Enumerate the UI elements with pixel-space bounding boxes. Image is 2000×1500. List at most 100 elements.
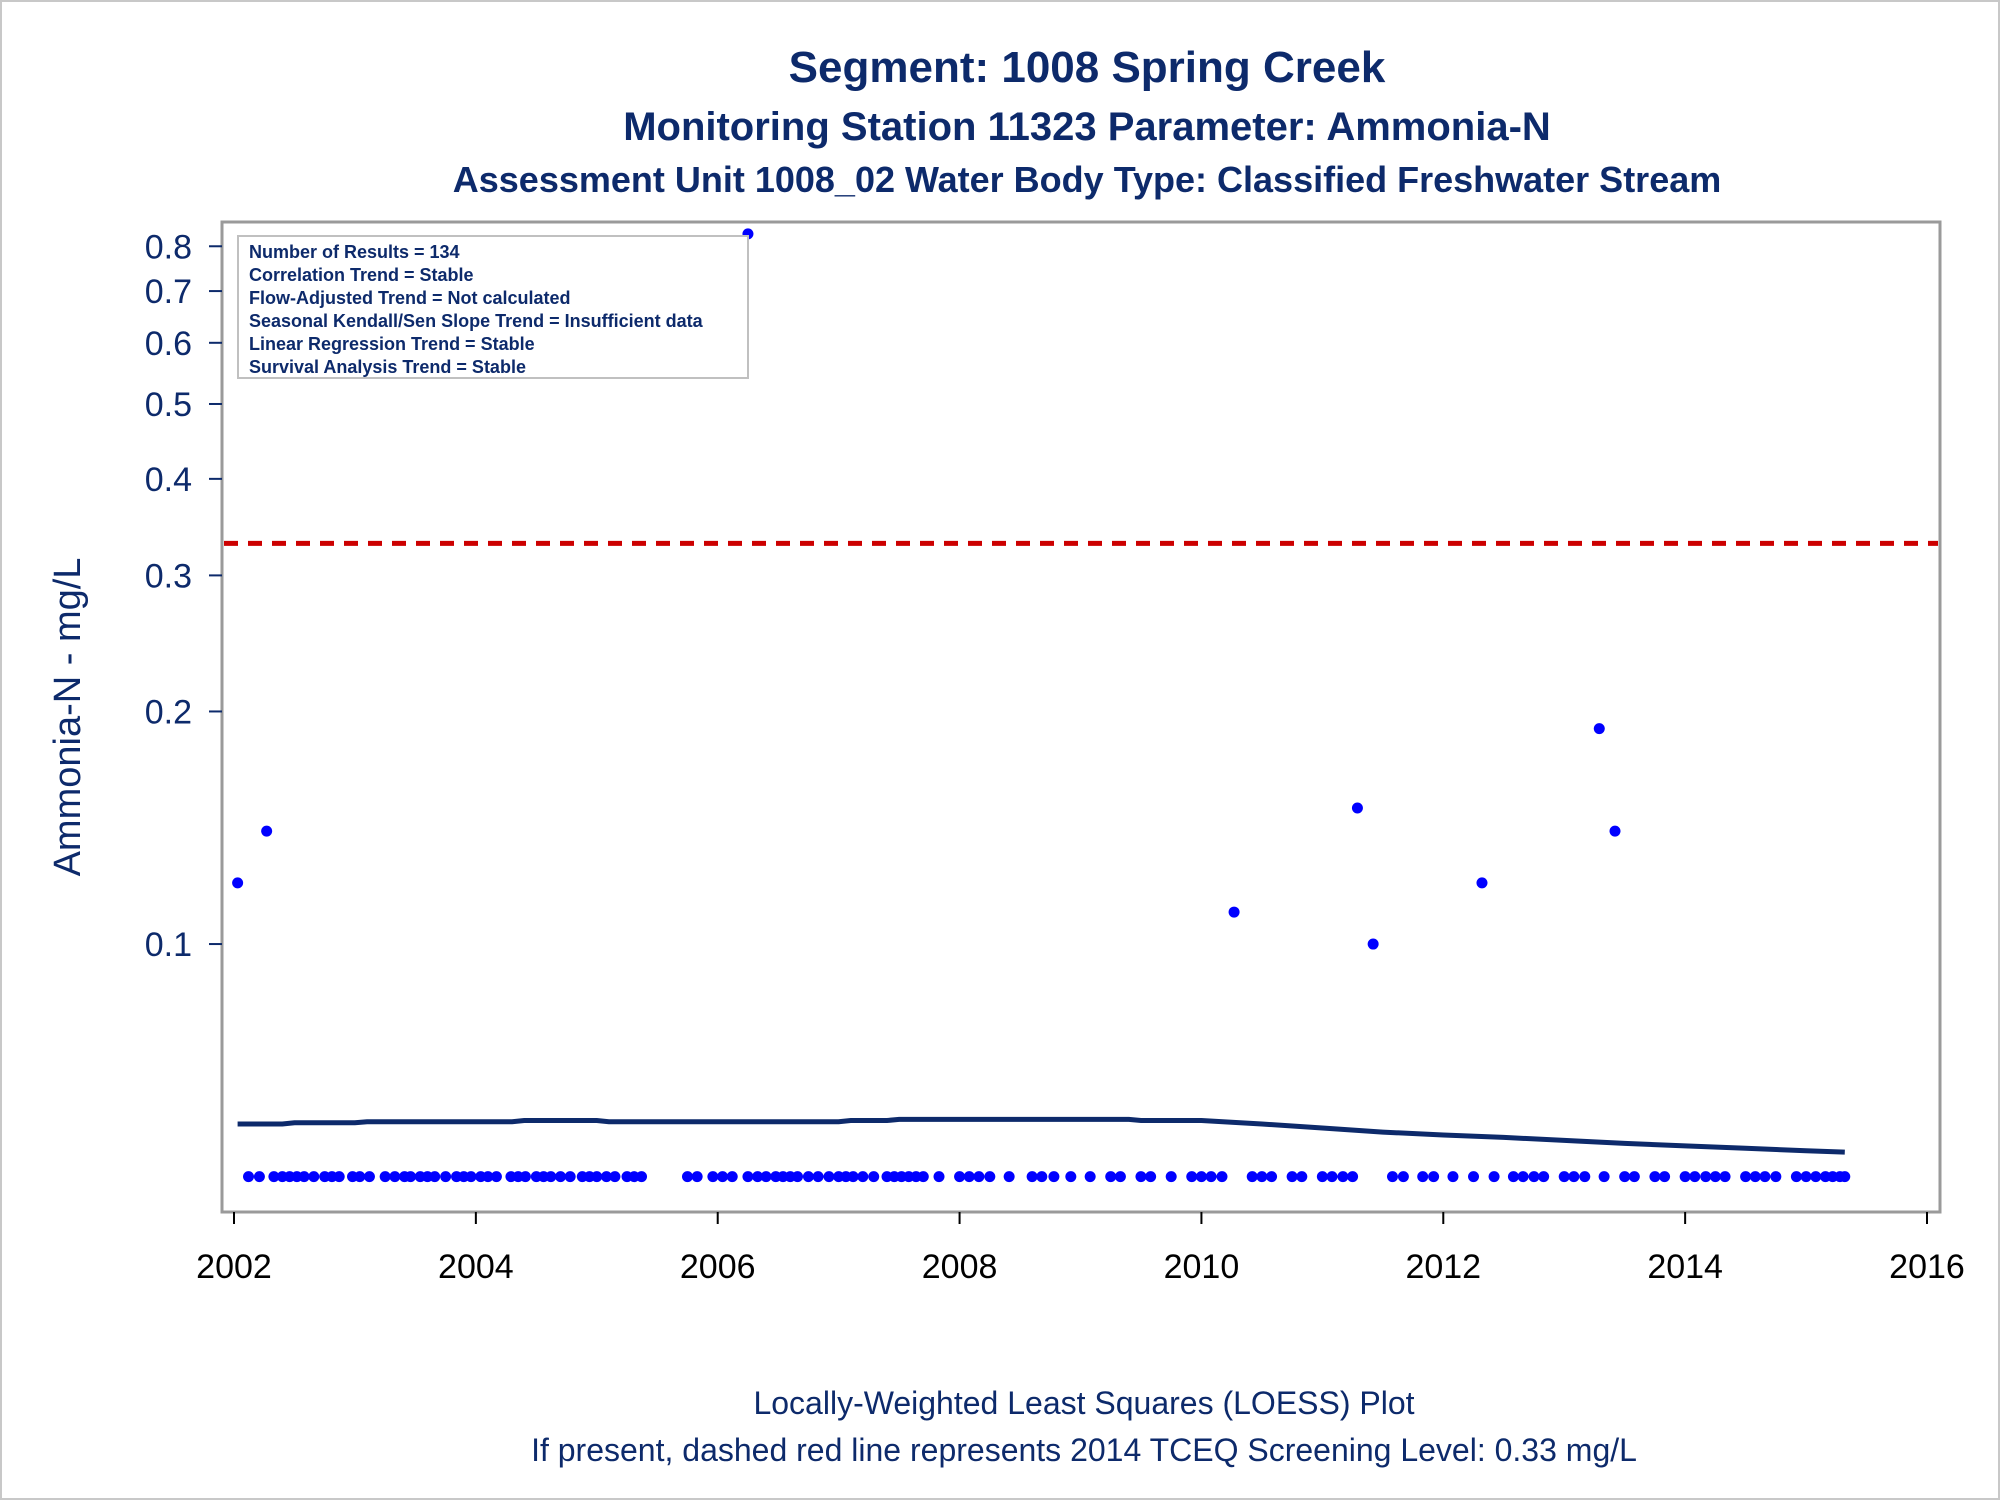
plot-area <box>220 220 1942 1214</box>
data-point <box>792 1171 804 1183</box>
data-point <box>707 1171 719 1183</box>
summary-line-correlation: Correlation Trend = Stable <box>249 265 474 285</box>
data-point <box>232 877 244 889</box>
data-point <box>298 1171 310 1183</box>
data-point <box>1538 1171 1550 1183</box>
data-point <box>752 1171 764 1183</box>
data-point <box>1709 1171 1721 1183</box>
data-point <box>1135 1171 1147 1183</box>
data-point <box>726 1171 738 1183</box>
data-point <box>954 1171 966 1183</box>
data-point <box>1517 1171 1529 1183</box>
data-point <box>389 1171 401 1183</box>
data-point <box>261 825 273 837</box>
summary-line-survival-analysis: Survival Analysis Trend = Stable <box>249 357 526 377</box>
data-point <box>1558 1171 1570 1183</box>
data-point <box>1790 1171 1802 1183</box>
data-point <box>823 1171 835 1183</box>
x-tick-label: 2014 <box>1647 1248 1723 1286</box>
data-point <box>1003 1171 1015 1183</box>
data-point <box>363 1171 375 1183</box>
data-point <box>1246 1171 1258 1183</box>
y-axis-label: Ammonia-N - mg/L <box>47 558 89 877</box>
data-point <box>440 1171 452 1183</box>
data-point <box>1216 1171 1228 1183</box>
data-point <box>600 1171 612 1183</box>
data-point <box>1105 1171 1117 1183</box>
data-point <box>963 1171 975 1183</box>
footnote-loess: Locally-Weighted Least Squares (LOESS) P… <box>753 1385 1414 1421</box>
data-point <box>405 1171 417 1183</box>
y-tick-label: 0.4 <box>145 461 192 499</box>
data-point <box>555 1171 567 1183</box>
data-point <box>333 1171 345 1183</box>
x-tick-label: 2008 <box>922 1248 998 1286</box>
summary-line-linear-regression: Linear Regression Trend = Stable <box>249 334 535 354</box>
data-point <box>1114 1171 1126 1183</box>
data-point <box>1296 1171 1308 1183</box>
data-point <box>1759 1171 1771 1183</box>
data-point <box>1286 1171 1298 1183</box>
data-point <box>482 1171 494 1183</box>
data-point <box>429 1171 441 1183</box>
data-point <box>1679 1171 1691 1183</box>
data-point <box>253 1171 265 1183</box>
loess-line-group <box>237 1116 1845 1155</box>
data-point <box>1609 825 1621 837</box>
data-point <box>917 1171 929 1183</box>
data-point <box>1428 1171 1440 1183</box>
data-point <box>973 1171 985 1183</box>
data-point <box>812 1171 824 1183</box>
data-point <box>1397 1171 1409 1183</box>
data-point <box>1740 1171 1752 1183</box>
data-point <box>243 1171 255 1183</box>
data-point <box>1528 1171 1540 1183</box>
data-point <box>1084 1171 1096 1183</box>
data-point <box>1417 1171 1429 1183</box>
data-point <box>868 1171 880 1183</box>
data-point <box>1386 1171 1398 1183</box>
data-point <box>308 1171 320 1183</box>
data-point <box>465 1171 477 1183</box>
chart-subtitle: Monitoring Station 11323 Parameter: Ammo… <box>623 105 1551 149</box>
data-point <box>1186 1171 1198 1183</box>
data-point <box>760 1171 772 1183</box>
summary-line-results: Number of Results = 134 <box>249 242 460 262</box>
data-point <box>1749 1171 1761 1183</box>
data-point <box>847 1171 859 1183</box>
data-point <box>1367 938 1379 950</box>
data-point <box>1347 1171 1359 1183</box>
data-point <box>1476 877 1488 889</box>
data-point <box>1228 906 1240 918</box>
data-point <box>1488 1171 1500 1183</box>
data-point <box>1065 1171 1077 1183</box>
x-tick-label: 2004 <box>438 1248 514 1286</box>
data-point <box>681 1171 693 1183</box>
data-point <box>591 1171 603 1183</box>
trend-summary-box-border <box>237 235 749 379</box>
data-point <box>1256 1171 1268 1183</box>
data-point <box>1810 1171 1822 1183</box>
data-point <box>802 1171 814 1183</box>
data-point <box>691 1171 703 1183</box>
data-point <box>636 1171 648 1183</box>
data-point <box>1026 1171 1038 1183</box>
x-axis: 2002 2004 2006 2008 2010 2012 2014 2016 <box>196 1210 1965 1286</box>
data-point <box>1145 1171 1157 1183</box>
data-point <box>1719 1171 1731 1183</box>
data-point <box>1700 1171 1712 1183</box>
data-point <box>1593 723 1605 735</box>
data-point <box>609 1171 621 1183</box>
data-point <box>1326 1171 1338 1183</box>
footnote-screening-level: If present, dashed red line represents 2… <box>531 1432 1637 1468</box>
data-point <box>1839 1171 1851 1183</box>
y-tick-label: 0.6 <box>145 325 192 363</box>
y-tick-label: 0.1 <box>145 926 192 964</box>
data-point <box>717 1171 729 1183</box>
loess-line <box>237 1116 1845 1155</box>
y-tick-label: 0.3 <box>145 557 192 595</box>
data-point <box>564 1171 576 1183</box>
data-point <box>490 1171 502 1183</box>
